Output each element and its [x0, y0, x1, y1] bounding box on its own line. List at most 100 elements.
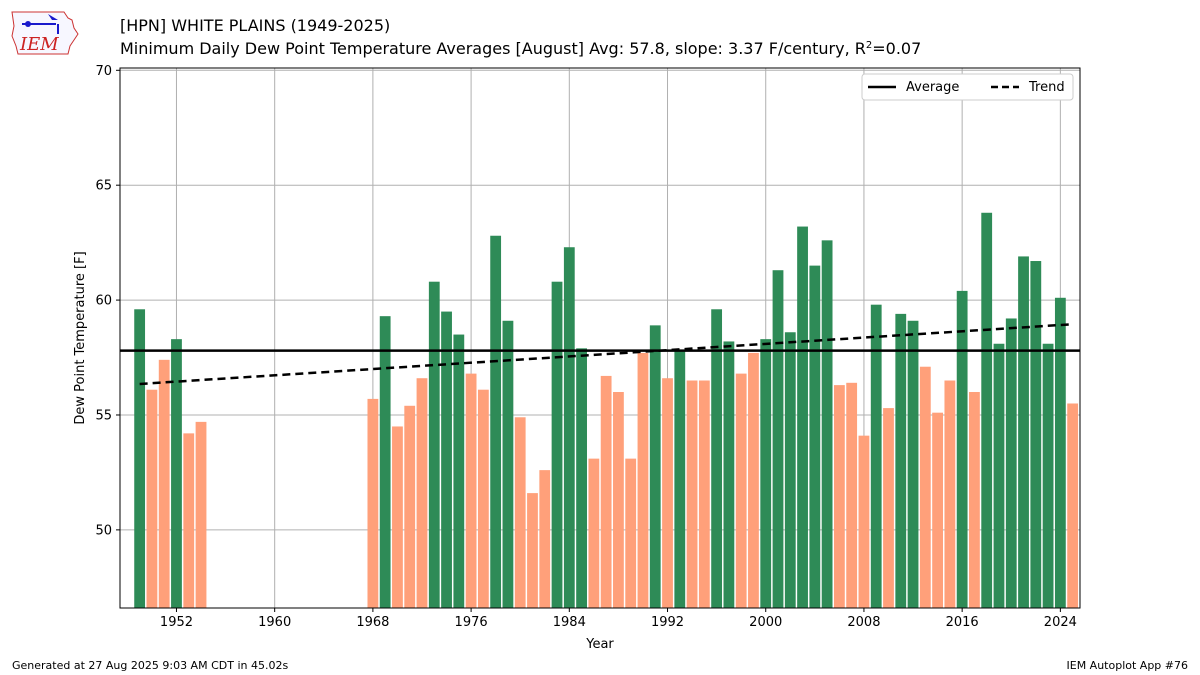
bar-2013: [919, 366, 931, 608]
logo-text: IEM: [19, 34, 59, 55]
trend-line: [139, 322, 1073, 386]
bar-1969: [379, 316, 391, 608]
legend-average-label: Average: [906, 80, 959, 95]
bar-1988: [613, 392, 624, 608]
bar-1997: [723, 341, 735, 608]
plot-frame: [119, 67, 1081, 609]
bar-1983: [551, 281, 563, 608]
bar-1998: [735, 373, 747, 608]
bar-2017: [969, 392, 980, 608]
x-tick-label: 2016: [946, 615, 979, 630]
bar-2022: [1030, 261, 1042, 608]
bar-1993: [674, 350, 686, 608]
bar-1968: [367, 398, 379, 608]
bar-1952: [171, 339, 182, 608]
bar-1970: [392, 426, 403, 608]
bar-2018: [981, 212, 993, 608]
x-tick-label: 1960: [258, 615, 291, 630]
bar-2019: [993, 343, 1005, 608]
bar-1987: [600, 375, 612, 608]
reference-lines: [120, 322, 1080, 386]
bar-2012: [907, 320, 919, 608]
bar-1990: [637, 352, 649, 608]
subtitle-tail: =0.07: [872, 39, 922, 58]
y-tick-label: 70: [95, 64, 112, 79]
x-tick-label: 1952: [160, 615, 193, 630]
bar-1971: [404, 405, 416, 608]
legend-box: [861, 73, 1074, 101]
bar-2015: [944, 380, 956, 608]
y-axis-label: Dew Point Temperature [F]: [73, 251, 88, 424]
bar-2004: [809, 265, 821, 608]
bar-1991: [649, 325, 661, 608]
y-tick-label: 60: [95, 294, 112, 309]
chart-title: [HPN] WHITE PLAINS (1949-2025): [120, 16, 391, 35]
bar-1951: [158, 359, 170, 608]
bar-1989: [625, 458, 637, 608]
x-tick-label: 1984: [553, 615, 586, 630]
bar-1979: [502, 320, 514, 608]
y-tick-label: 55: [95, 408, 112, 423]
bar-1992: [662, 378, 673, 608]
bar-1982: [539, 470, 551, 608]
bar-2000: [760, 339, 772, 608]
bar-2014: [932, 412, 943, 608]
bar-1981: [527, 493, 538, 608]
bar-2006: [833, 385, 845, 608]
bar-1972: [416, 378, 428, 608]
bar-1975: [453, 334, 465, 608]
legend-trend-label: Trend: [1028, 80, 1065, 95]
bar-1949: [134, 309, 146, 608]
bar-2005: [821, 240, 833, 608]
bar-1976: [465, 373, 477, 608]
bar-1954: [195, 421, 207, 608]
bar-2010: [883, 408, 894, 608]
bar-1986: [588, 458, 600, 608]
bar-1984: [563, 247, 575, 608]
x-axis-label: Year: [585, 637, 614, 652]
x-tick-label: 1968: [356, 615, 389, 630]
y-tick-label: 50: [95, 523, 112, 538]
y-tick-label: 65: [95, 179, 112, 194]
chart-subtitle: Minimum Daily Dew Point Temperature Aver…: [120, 39, 921, 58]
bar-1996: [711, 309, 723, 608]
bar-2020: [1005, 318, 1017, 608]
bar-2009: [870, 304, 882, 608]
bar-2023: [1042, 343, 1054, 608]
bar-2016: [956, 290, 968, 608]
bar-1995: [698, 380, 710, 608]
bar-1953: [183, 433, 195, 608]
bar-2001: [772, 270, 784, 608]
bar-1950: [146, 389, 158, 608]
x-tick-label: 2000: [749, 615, 782, 630]
legend: Average Trend: [861, 73, 1074, 101]
bar-1985: [576, 348, 587, 608]
bar-2002: [784, 332, 796, 608]
bar-1980: [514, 417, 526, 608]
bar-1973: [428, 281, 440, 608]
subtitle-main: Minimum Daily Dew Point Temperature Aver…: [120, 39, 866, 58]
generated-timestamp: Generated at 27 Aug 2025 9:03 AM CDT in …: [12, 659, 289, 672]
bars-group: [134, 212, 1079, 608]
x-tick-label: 1976: [455, 615, 488, 630]
bar-2007: [846, 382, 858, 608]
bar-1999: [748, 352, 759, 608]
iem-logo: IEM: [11, 11, 79, 55]
bar-2003: [797, 226, 808, 608]
bar-1994: [686, 380, 698, 608]
x-tick-label: 2024: [1044, 615, 1077, 630]
app-id-label: IEM Autoplot App #76: [1066, 659, 1189, 672]
axis-ticks: 1952 1960 1968 1976 1984 1992 2000 2008 2016 2024…: [95, 64, 1076, 630]
x-tick-label: 2008: [847, 615, 880, 630]
bar-2021: [1018, 256, 1029, 608]
bar-1974: [441, 311, 452, 608]
subtitle-superscript: 2: [865, 40, 873, 51]
bar-2025: [1067, 403, 1079, 608]
bar-2011: [895, 313, 907, 608]
bar-2024: [1054, 297, 1066, 608]
bar-1978: [490, 235, 502, 608]
bar-1977: [477, 389, 489, 608]
x-tick-label: 1992: [651, 615, 684, 630]
bar-2008: [858, 435, 870, 608]
